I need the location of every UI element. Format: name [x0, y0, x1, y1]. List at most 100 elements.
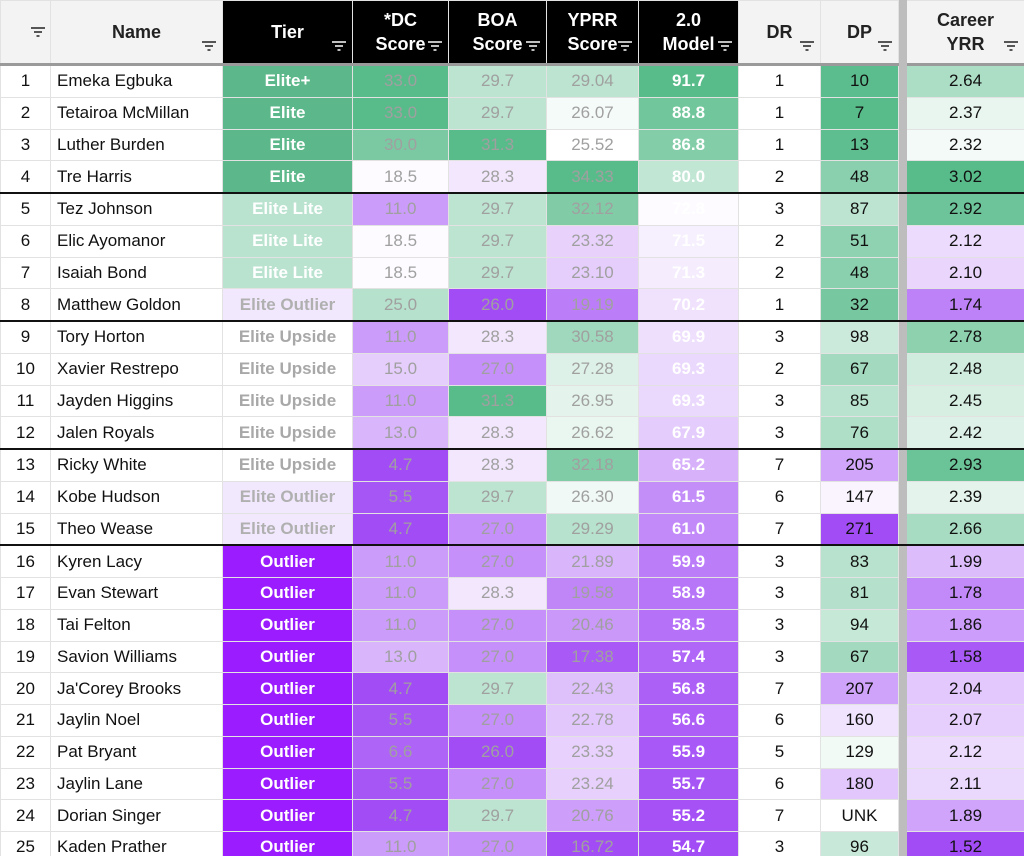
tier: Elite Outlier: [222, 480, 353, 514]
player-name: Kobe Hudson: [50, 480, 223, 514]
boa-score: 26.0: [448, 735, 547, 769]
rank: 24: [0, 799, 51, 832]
data-row: 18 Tai Felton Outlier 11.0 27.0 20.46 58.5 3 94 1…: [0, 608, 1024, 642]
rank: 22: [0, 735, 51, 769]
draft-pick: 129: [820, 735, 899, 769]
data-row: 24 Dorian Singer Outlier 4.7 29.7 20.76 55.2 7 U…: [0, 799, 1024, 832]
yprr-score: 25.52: [546, 128, 639, 162]
player-name: Jaylin Noel: [50, 704, 223, 737]
header-text: Score: [567, 34, 618, 54]
column-header[interactable]: *DC Score: [352, 0, 449, 66]
draft-pick: 94: [820, 608, 899, 642]
boa-score: 29.7: [448, 256, 547, 290]
draft-pick: 205: [820, 448, 899, 482]
tier: Outlier: [222, 799, 353, 832]
draft-round: 3: [738, 320, 821, 354]
tier: Elite Outlier: [222, 288, 353, 323]
filter-icon[interactable]: [428, 41, 442, 51]
header-text: YRR: [946, 34, 985, 54]
dc-score: 11.0: [352, 320, 449, 354]
header-text: Name: [111, 22, 162, 42]
dc-score: 18.5: [352, 224, 449, 258]
separator: [898, 416, 907, 451]
column-header[interactable]: DP: [820, 0, 899, 66]
data-row: 21 Jaylin Noel Outlier 5.5 27.0 22.78 56.6 6 160…: [0, 704, 1024, 737]
draft-round: 1: [738, 128, 821, 162]
career-yrr: 2.12: [906, 224, 1024, 258]
rank: 3: [0, 128, 51, 162]
filter-icon[interactable]: [526, 41, 540, 51]
table-body: 1 Emeka Egbuka Elite+ 33.0 29.7 29.04 91.7 1 10 2…: [0, 64, 1024, 856]
yprr-score: 22.43: [546, 672, 639, 705]
career-yrr: 2.48: [906, 352, 1024, 386]
yprr-score: 23.32: [546, 224, 639, 258]
yprr-score: 30.58: [546, 320, 639, 354]
career-yrr: 1.52: [906, 831, 1024, 856]
draft-round: 5: [738, 735, 821, 769]
filter-icon[interactable]: [332, 41, 346, 51]
draft-pick: 48: [820, 256, 899, 290]
draft-round: 3: [738, 384, 821, 418]
boa-score: 29.7: [448, 672, 547, 705]
yprr-score: 23.33: [546, 735, 639, 769]
separator: [898, 384, 907, 418]
player-name: Jaylin Lane: [50, 767, 223, 801]
model-score: 55.9: [638, 735, 739, 769]
draft-round: 1: [738, 96, 821, 130]
boa-score: 29.7: [448, 224, 547, 258]
column-header[interactable]: DR: [738, 0, 821, 66]
draft-pick: 48: [820, 160, 899, 195]
dc-score: 6.6: [352, 735, 449, 769]
player-name: Matthew Goldon: [50, 288, 223, 323]
separator: [898, 352, 907, 386]
separator: [898, 704, 907, 737]
column-header[interactable]: Career YRR: [906, 0, 1024, 66]
boa-score: 27.0: [448, 512, 547, 547]
column-header[interactable]: Name: [50, 0, 223, 66]
column-header[interactable]: YPRR Score: [546, 0, 639, 66]
draft-round: 2: [738, 256, 821, 290]
draft-pick: 10: [820, 64, 899, 98]
draft-round: 3: [738, 192, 821, 226]
tier: Elite Lite: [222, 192, 353, 226]
column-header[interactable]: BOA Score: [448, 0, 547, 66]
column-header[interactable]: Tier: [222, 0, 353, 66]
rank: 11: [0, 384, 51, 418]
filter-icon[interactable]: [718, 41, 732, 51]
draft-pick: 67: [820, 352, 899, 386]
filter-icon[interactable]: [878, 41, 892, 51]
data-row: 4 Tre Harris Elite 18.5 28.3 34.33 80.0 2 48 3.02: [0, 160, 1024, 195]
model-score: 69.3: [638, 384, 739, 418]
header-text: YPRR: [567, 10, 618, 30]
filter-icon[interactable]: [618, 41, 632, 51]
career-yrr: 2.04: [906, 672, 1024, 705]
header-text: Score: [375, 34, 426, 54]
filter-icon[interactable]: [800, 41, 814, 51]
draft-round: 6: [738, 704, 821, 737]
draft-round: 3: [738, 608, 821, 642]
separator: [898, 831, 907, 856]
draft-pick: 180: [820, 767, 899, 801]
yprr-score: 21.89: [546, 544, 639, 579]
rank: 1: [0, 64, 51, 98]
draft-pick: 98: [820, 320, 899, 354]
draft-round: 3: [738, 640, 821, 674]
separator: [898, 320, 907, 354]
dc-score: 5.5: [352, 704, 449, 737]
filter-icon[interactable]: [1004, 41, 1018, 51]
career-yrr: 1.86: [906, 608, 1024, 642]
boa-score: 28.3: [448, 416, 547, 451]
model-score: 69.9: [638, 320, 739, 354]
column-header[interactable]: [0, 0, 51, 66]
boa-score: 29.7: [448, 192, 547, 226]
filter-icon[interactable]: [202, 41, 216, 51]
dc-score: 5.5: [352, 480, 449, 514]
rank: 2: [0, 96, 51, 130]
yprr-score: 23.24: [546, 767, 639, 801]
column-header[interactable]: 2.0 Model: [638, 0, 739, 66]
player-name: Elic Ayomanor: [50, 224, 223, 258]
filter-icon[interactable]: [31, 27, 45, 37]
model-score: 88.8: [638, 96, 739, 130]
boa-score: 27.0: [448, 544, 547, 579]
